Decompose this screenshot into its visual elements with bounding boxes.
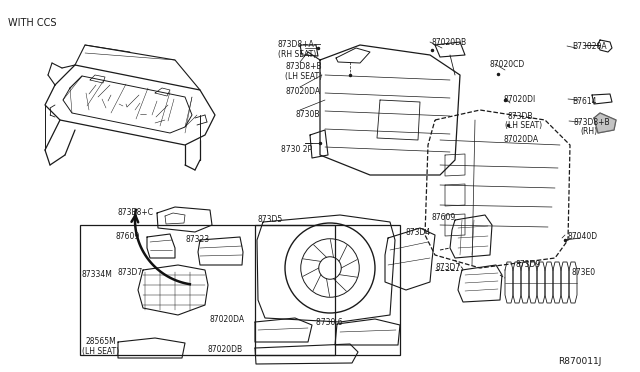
Text: 873D7: 873D7 xyxy=(118,268,143,277)
Text: 87609: 87609 xyxy=(116,232,140,241)
Text: (LH SEAT): (LH SEAT) xyxy=(505,121,542,130)
Text: 87020DI: 87020DI xyxy=(504,95,536,104)
Text: (RH): (RH) xyxy=(580,127,597,136)
Text: B73020A: B73020A xyxy=(572,42,607,51)
Text: 873D8+A—: 873D8+A— xyxy=(278,40,323,49)
Text: 873D9: 873D9 xyxy=(515,260,540,269)
Text: 87040D: 87040D xyxy=(568,232,598,241)
Text: R870011J: R870011J xyxy=(558,357,602,366)
Text: 87323: 87323 xyxy=(185,235,209,244)
Text: 87020CD: 87020CD xyxy=(490,60,525,69)
Text: 8730 2P: 8730 2P xyxy=(281,145,312,154)
Polygon shape xyxy=(594,113,616,133)
Text: 87020DA: 87020DA xyxy=(504,135,539,144)
Text: 873B8+C: 873B8+C xyxy=(118,208,154,217)
Text: 873E0: 873E0 xyxy=(572,268,596,277)
Bar xyxy=(255,225,400,355)
Text: 87334M: 87334M xyxy=(82,270,113,279)
Text: 87609: 87609 xyxy=(432,213,456,222)
Text: 87020DB: 87020DB xyxy=(432,38,467,47)
Text: (LH SEAT): (LH SEAT) xyxy=(82,347,119,356)
Text: 873D4: 873D4 xyxy=(405,228,430,237)
Bar xyxy=(80,225,335,355)
Text: (RH SEAT): (RH SEAT) xyxy=(278,50,316,59)
Text: 873D7: 873D7 xyxy=(435,263,460,272)
Text: 873D5: 873D5 xyxy=(258,215,284,224)
Text: 8730B: 8730B xyxy=(295,110,319,119)
Text: 87020DA: 87020DA xyxy=(210,315,245,324)
Text: 28565M: 28565M xyxy=(85,337,116,346)
Text: B7614: B7614 xyxy=(572,97,596,106)
Text: 873DB: 873DB xyxy=(508,112,534,121)
Text: 8730 6: 8730 6 xyxy=(316,318,342,327)
Text: 873D8+B: 873D8+B xyxy=(285,62,322,71)
Text: (LH SEAT): (LH SEAT) xyxy=(285,72,322,81)
Text: 873D8+B: 873D8+B xyxy=(573,118,610,127)
Text: WITH CCS: WITH CCS xyxy=(8,18,56,28)
Text: 87020DA: 87020DA xyxy=(285,87,320,96)
Text: 87020DB: 87020DB xyxy=(208,345,243,354)
